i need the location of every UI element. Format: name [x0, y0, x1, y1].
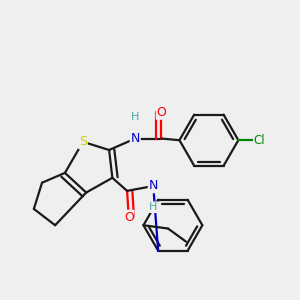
Text: S: S [79, 135, 87, 148]
Text: N: N [130, 132, 140, 145]
Text: Cl: Cl [254, 134, 266, 147]
Text: H: H [131, 112, 140, 122]
Text: H: H [149, 202, 158, 212]
Text: N: N [148, 179, 158, 193]
Text: O: O [157, 106, 166, 119]
Text: O: O [124, 211, 134, 224]
